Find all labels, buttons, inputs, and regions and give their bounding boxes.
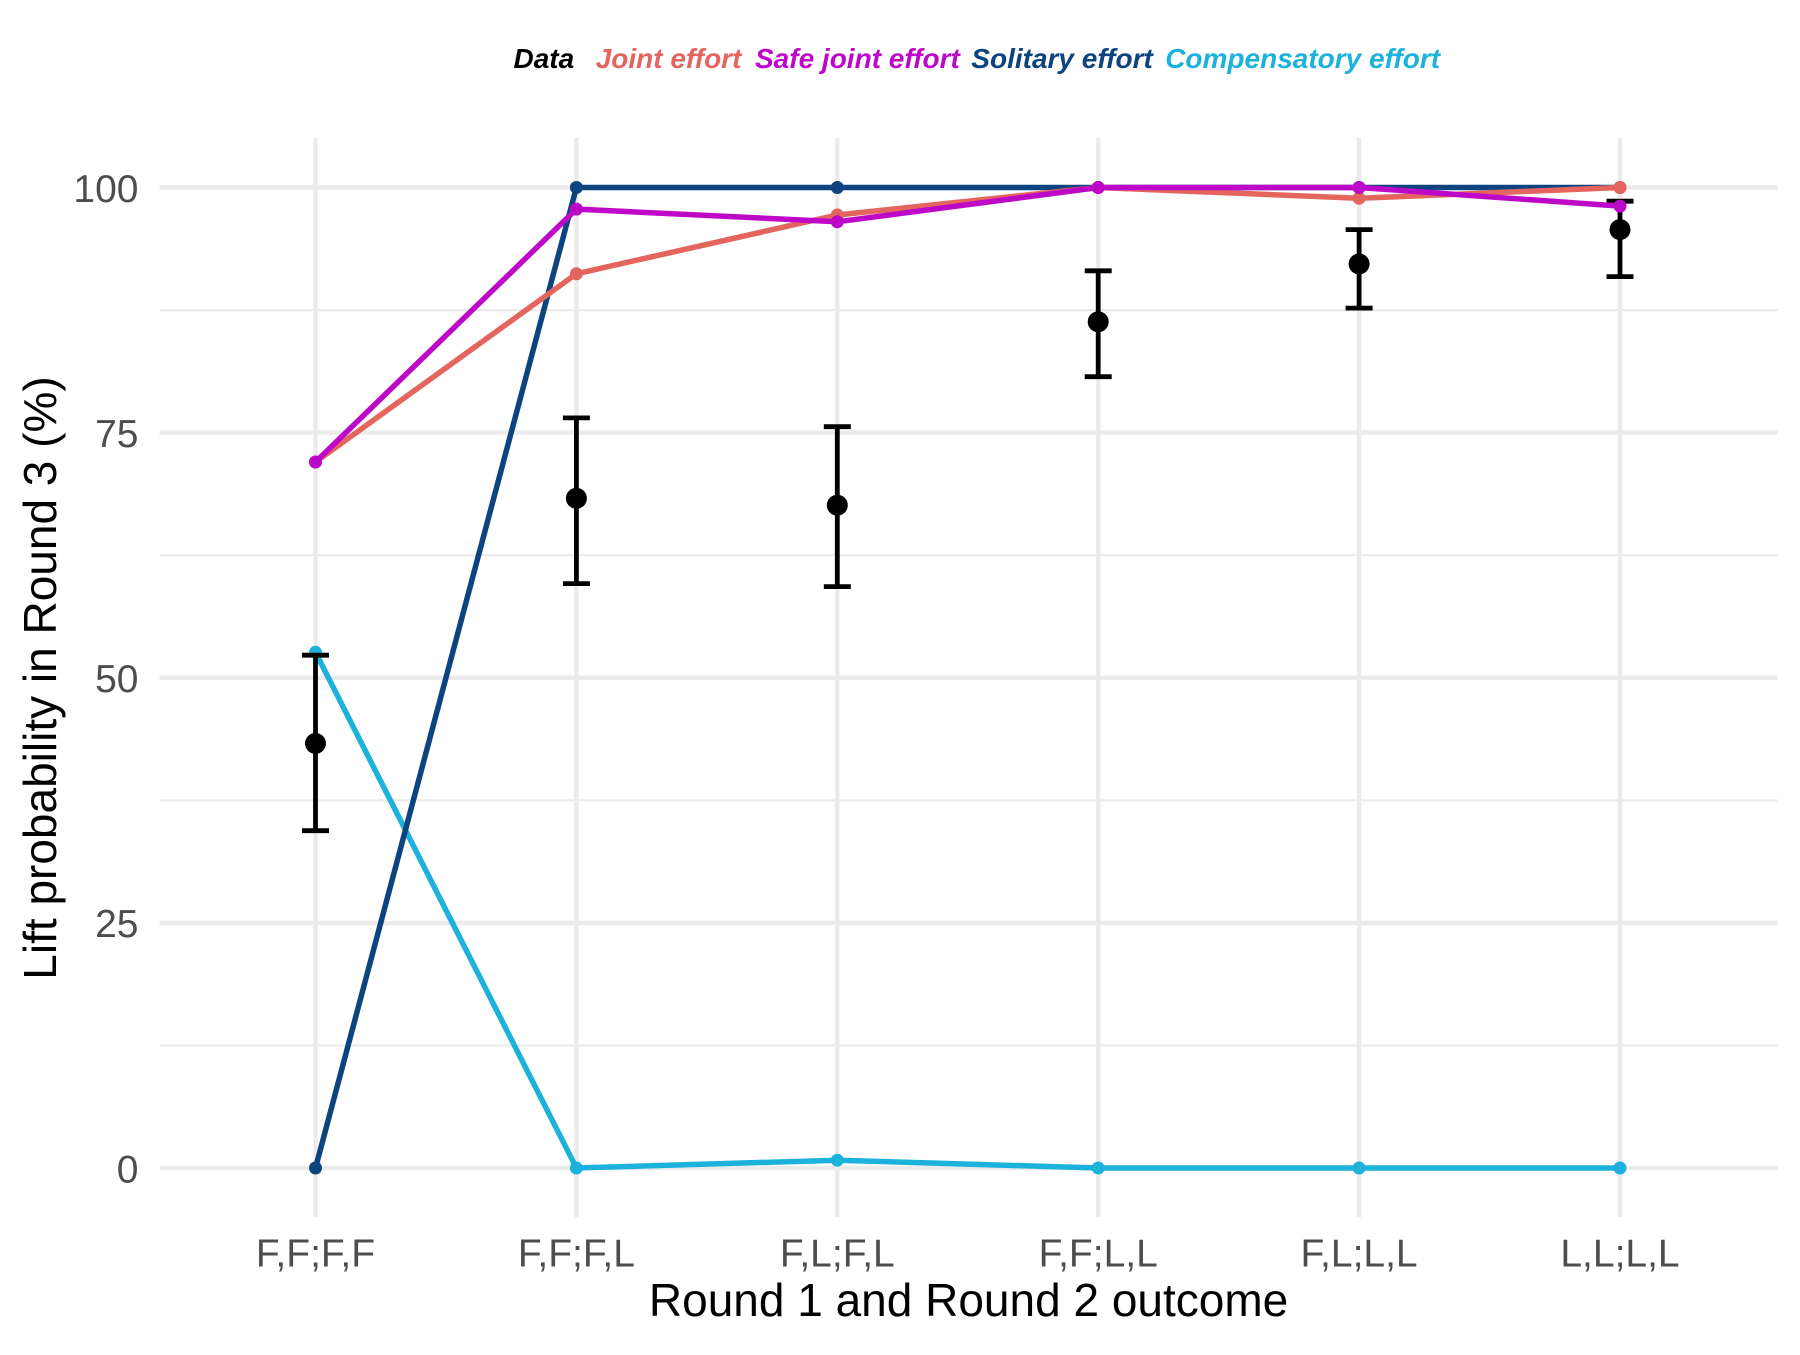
- svg-text:75: 75: [95, 413, 138, 456]
- svg-text:Safe joint effort: Safe joint effort: [755, 43, 962, 74]
- svg-text:F,L;F,L: F,L;F,L: [780, 1232, 895, 1275]
- svg-text:Lift probability in Round 3 (%: Lift probability in Round 3 (%): [14, 376, 66, 979]
- svg-text:50: 50: [95, 658, 138, 701]
- svg-text:F,F;L,L: F,F;L,L: [1039, 1232, 1158, 1275]
- svg-text:100: 100: [73, 168, 138, 211]
- svg-text:F,L;L,L: F,L;L,L: [1301, 1232, 1418, 1275]
- svg-text:Round 1 and Round 2 outcome: Round 1 and Round 2 outcome: [649, 1274, 1288, 1326]
- svg-text:L,L;L,L: L,L;L,L: [1560, 1232, 1679, 1275]
- svg-text:Data: Data: [514, 43, 575, 74]
- svg-text:F,F;F,L: F,F;F,L: [518, 1232, 635, 1275]
- svg-text:0: 0: [117, 1148, 139, 1191]
- svg-text:F,F;F,F: F,F;F,F: [256, 1232, 375, 1275]
- svg-text:Compensatory effort: Compensatory effort: [1165, 43, 1442, 74]
- svg-text:Joint effort: Joint effort: [596, 43, 743, 74]
- svg-text:Solitary effort: Solitary effort: [971, 43, 1154, 74]
- svg-text:25: 25: [95, 903, 138, 946]
